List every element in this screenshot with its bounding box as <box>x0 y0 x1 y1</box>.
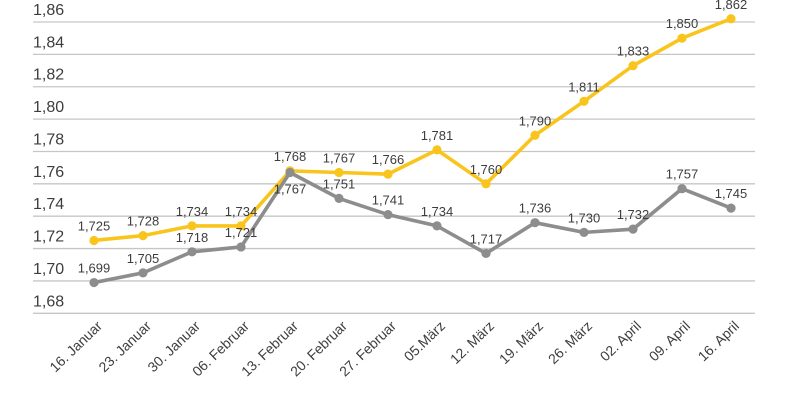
x-axis-tick-label: 16. Januar <box>46 317 105 375</box>
yellow-series-point <box>628 61 638 71</box>
yellow-series-point <box>334 167 344 178</box>
x-axis-tick-label: 23. Januar <box>95 317 154 375</box>
yellow-series-point-label: 1,728 <box>127 214 160 229</box>
gray-series-point-label: 1,751 <box>323 176 356 191</box>
yellow-series-point <box>579 96 589 106</box>
y-axis-tick-label: 1,80 <box>33 99 64 116</box>
x-axis-tick-label: 09. April <box>646 318 694 365</box>
gray-series-point-label: 1,757 <box>666 167 699 182</box>
yellow-series-point-label: 1,850 <box>666 16 699 31</box>
gray-series-point-label: 1,717 <box>470 231 503 246</box>
gray-series-point-label: 1,732 <box>617 207 650 222</box>
yellow-series-point <box>726 14 736 24</box>
yellow-series-point-label: 1,790 <box>519 113 552 128</box>
yellow-series-point <box>236 221 246 231</box>
yellow-series-point-label: 1,833 <box>617 44 650 59</box>
yellow-series-point <box>383 169 393 179</box>
gray-series-point-label: 1,718 <box>176 230 209 245</box>
yellow-series-point-label: 1,734 <box>225 204 258 219</box>
yellow-series-point <box>677 33 687 43</box>
gray-series-point <box>138 268 148 278</box>
y-axis-tick-label: 1,86 <box>33 2 64 19</box>
gray-series-point <box>628 224 638 234</box>
x-axis-tick-label: 02. April <box>597 318 645 365</box>
x-axis-tick-label: 26. März <box>545 318 595 367</box>
gray-series-point-label: 1,721 <box>225 225 258 240</box>
gray-series-point <box>334 193 344 203</box>
gray-series-point-label: 1,730 <box>568 210 601 225</box>
gray-series-point-label: 1,736 <box>519 201 552 216</box>
gray-series-point-label: 1,767 <box>274 182 307 197</box>
x-axis-tick-label: 16. April <box>695 318 743 365</box>
yellow-series-point-label: 1,725 <box>78 218 111 233</box>
yellow-series-point <box>89 235 99 246</box>
gray-series-point <box>530 218 540 228</box>
y-axis-tick-label: 1,82 <box>33 67 64 84</box>
yellow-series-point-label: 1,767 <box>323 151 356 166</box>
y-axis-tick-label: 1,74 <box>33 196 64 213</box>
gray-series-point-label: 1,745 <box>715 186 748 201</box>
x-axis-tick-label: 05.März <box>401 318 448 365</box>
y-axis-tick-label: 1,68 <box>33 293 64 310</box>
gray-series-point <box>285 167 295 178</box>
gray-series-point <box>187 247 197 257</box>
yellow-series-line <box>92 16 733 243</box>
gray-series-point-label: 1,699 <box>78 261 111 276</box>
yellow-series-point <box>481 179 491 189</box>
yellow-series-point-label: 1,768 <box>274 149 307 164</box>
y-axis-tick-label: 1,78 <box>33 131 64 148</box>
yellow-series-point-label: 1,811 <box>568 79 600 94</box>
yellow-series-point <box>187 221 197 231</box>
yellow-series-point <box>138 231 148 241</box>
yellow-series-point <box>432 145 442 155</box>
gray-series-point <box>236 242 246 252</box>
gray-series-point-label: 1,741 <box>372 193 405 208</box>
yellow-series-point-label: 1,766 <box>372 152 405 167</box>
gray-series-point-label: 1,734 <box>421 204 454 219</box>
y-axis-tick-label: 1,84 <box>33 34 64 51</box>
yellow-series-point <box>530 130 540 140</box>
y-axis-tick-label: 1,76 <box>33 164 64 181</box>
yellow-series-point-label: 1,734 <box>176 204 209 219</box>
gray-series-point <box>726 203 736 213</box>
x-axis-tick-label: 19. März <box>496 318 546 367</box>
y-axis-tick-label: 1,72 <box>33 229 64 246</box>
gray-series-point <box>432 221 442 231</box>
yellow-series-point-label: 1,781 <box>421 128 454 143</box>
gray-series-point <box>383 209 393 220</box>
gray-series-point <box>481 248 491 259</box>
yellow-series-point-label: 1,760 <box>470 162 503 177</box>
gray-series-point-label: 1,705 <box>127 251 160 266</box>
y-axis-tick-label: 1,70 <box>33 261 64 278</box>
gray-series-point <box>579 227 589 237</box>
gray-series-line <box>92 170 733 285</box>
gray-series-point <box>677 184 687 194</box>
x-axis-tick-label: 12. März <box>447 318 497 367</box>
gray-series-point <box>89 277 99 288</box>
yellow-series-point-label: 1,862 <box>715 0 748 12</box>
